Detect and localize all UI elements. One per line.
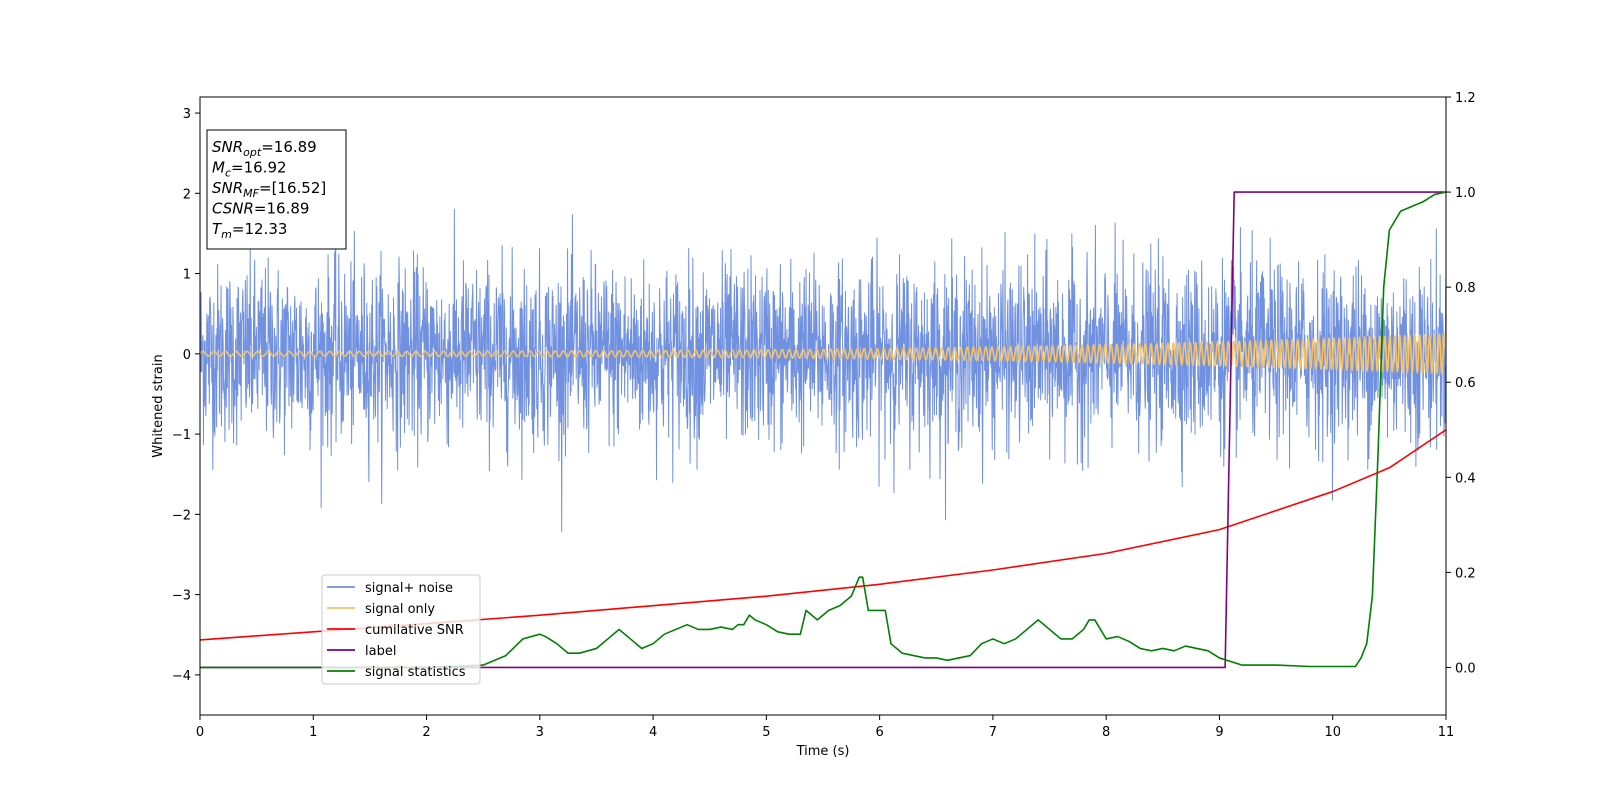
series-line-label — [200, 191, 1446, 669]
legend-label: signal+ noise — [365, 581, 453, 596]
stat-line: SNRMF=[16.52] — [212, 179, 326, 200]
x-axis-label: Time (s) — [796, 744, 850, 759]
stat-line: CSNR=16.89 — [212, 200, 309, 218]
x-tick-label: 8 — [1102, 725, 1110, 740]
stat-subscript: c — [225, 167, 231, 180]
series-line-signal-statistics — [200, 191, 1446, 669]
x-tick-label: 9 — [1215, 725, 1223, 740]
y-tick-label: −2 — [172, 508, 191, 523]
x-tick-label: 4 — [649, 725, 657, 740]
legend-frame — [321, 574, 481, 685]
stat-symbol: SNR — [212, 138, 243, 156]
plot-frame — [199, 96, 1447, 716]
y2-tick-label: 1.0 — [1455, 186, 1476, 201]
legend: signal+ noise signal only cumilative SNR la… — [321, 574, 481, 685]
y-tick-label: −4 — [172, 669, 191, 684]
y2-tick-label: 1.2 — [1455, 91, 1476, 106]
stats-annotation-box: SNRopt=16.89Mc=16.92SNRMF=[16.52]CSNR=16… — [206, 129, 347, 250]
x-axis: 0 1 2 3 4 5 6 7 8 9 10 11 — [196, 715, 1454, 740]
legend-label: label — [365, 644, 396, 659]
stat-subscript: MF — [243, 187, 259, 200]
series-line-signal-only — [200, 333, 1446, 375]
y-tick-label: −1 — [172, 428, 191, 443]
y-axis-left: 3 2 1 0 −1 −2 −3 −4 — [172, 107, 200, 684]
stat-value: =16.89 — [261, 138, 317, 156]
x-tick-label: 5 — [762, 725, 770, 740]
x-tick-label: 1 — [309, 725, 317, 740]
x-tick-label: 2 — [422, 725, 430, 740]
x-tick-label: 0 — [196, 725, 204, 740]
y-axis-label: Whitened strain — [151, 354, 166, 457]
y2-tick-label: 0.6 — [1455, 376, 1476, 391]
stat-subscript: m — [221, 228, 232, 241]
y2-tick-label: 0.8 — [1455, 281, 1476, 296]
y-tick-label: 1 — [183, 268, 191, 283]
y2-tick-label: 0.4 — [1455, 471, 1476, 486]
stat-symbol: CSNR — [212, 200, 254, 218]
y-tick-label: 0 — [183, 348, 191, 363]
y-tick-label: −3 — [172, 589, 191, 604]
y2-tick-label: 0.2 — [1455, 566, 1476, 581]
x-tick-label: 3 — [536, 725, 544, 740]
stat-value: =16.89 — [254, 200, 310, 218]
y-tick-label: 3 — [183, 107, 191, 122]
y-tick-label: 2 — [183, 187, 191, 202]
stats-box-frame — [206, 129, 347, 250]
legend-label: signal only — [365, 602, 435, 617]
x-tick-label: 6 — [875, 725, 883, 740]
stat-line: Mc=16.92 — [212, 159, 287, 180]
series-line-signal-noise — [200, 208, 1446, 532]
stat-line: SNRopt=16.89 — [212, 138, 317, 159]
stat-symbol: M — [212, 159, 225, 177]
legend-label: cumilative SNR — [365, 623, 464, 638]
stat-value: =16.92 — [231, 159, 287, 177]
stat-value: =12.33 — [232, 220, 288, 238]
x-tick-label: 7 — [989, 725, 997, 740]
stat-value: =[16.52] — [259, 179, 326, 197]
stat-line: Tm=12.33 — [212, 220, 287, 241]
x-tick-label: 11 — [1438, 725, 1455, 740]
y-axis-right: 1.2 1.0 0.8 0.6 0.4 0.2 0.0 — [1446, 91, 1476, 676]
y2-tick-label: 0.0 — [1455, 661, 1476, 676]
x-tick-label: 10 — [1324, 725, 1341, 740]
stat-subscript: opt — [243, 146, 262, 159]
legend-label: signal statistics — [365, 665, 466, 680]
stat-symbol: SNR — [212, 179, 243, 197]
stat-symbol: T — [212, 220, 223, 238]
